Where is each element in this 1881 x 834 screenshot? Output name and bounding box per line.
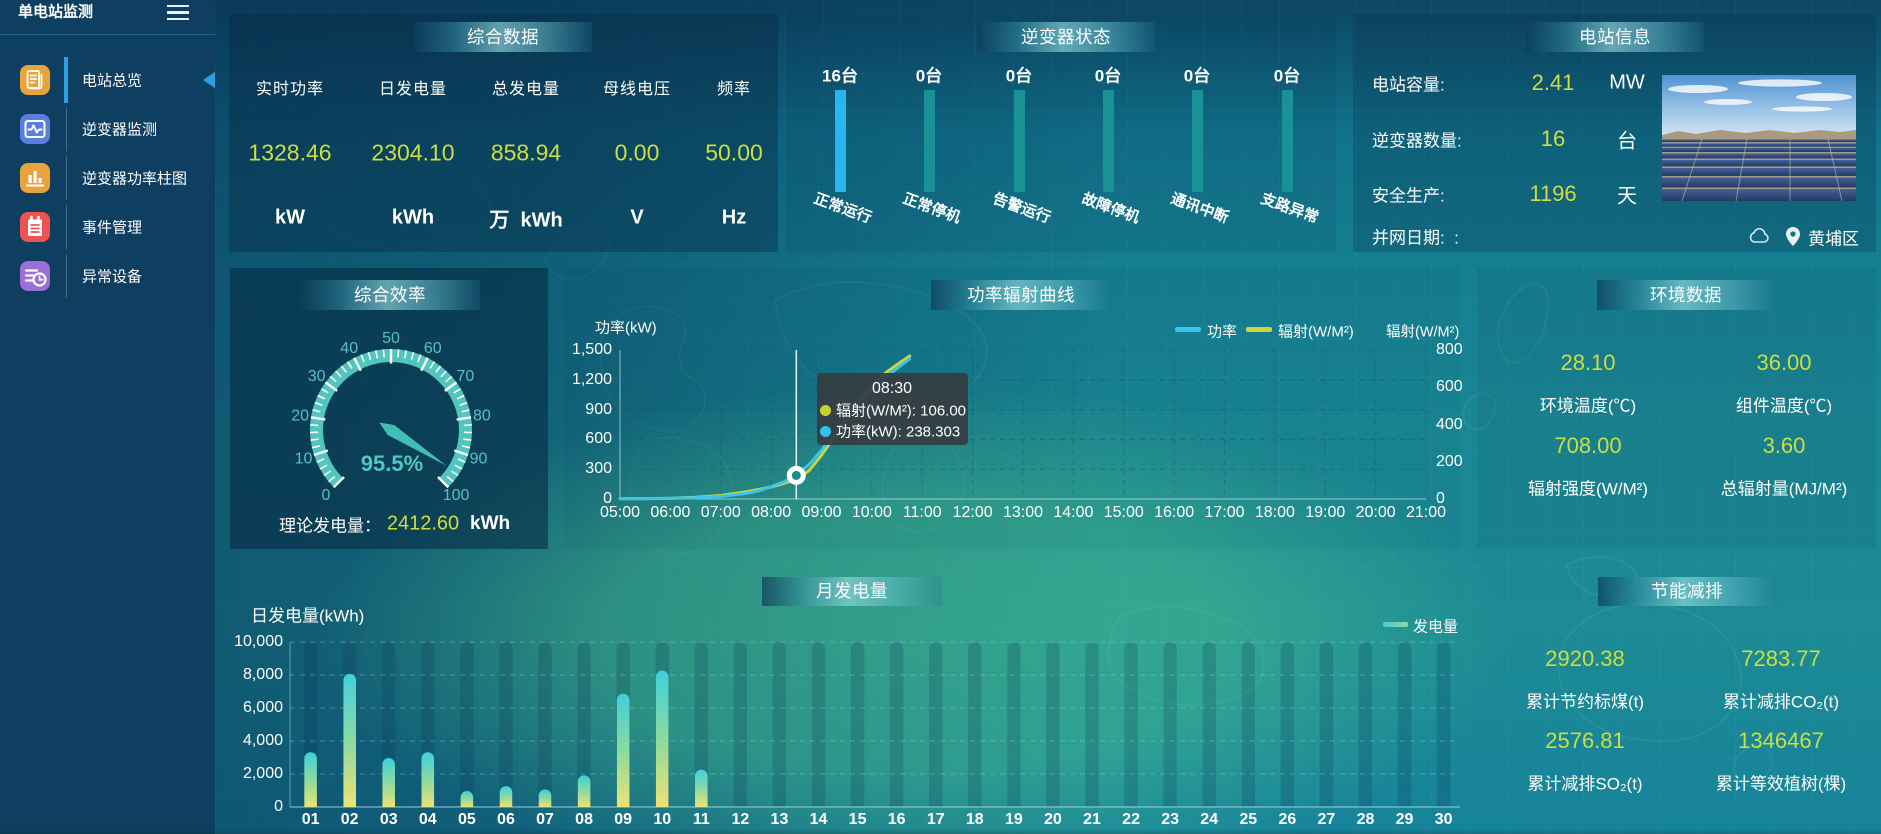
svg-text:50: 50 xyxy=(382,330,400,347)
svg-text:80: 80 xyxy=(473,408,491,425)
svg-text:90: 90 xyxy=(470,450,488,467)
svg-text:10: 10 xyxy=(295,450,313,467)
svg-text:0: 0 xyxy=(321,487,330,504)
svg-text:30: 30 xyxy=(308,368,326,385)
svg-text:20: 20 xyxy=(291,408,309,425)
svg-text:40: 40 xyxy=(340,340,358,357)
svg-text:100: 100 xyxy=(443,487,470,504)
svg-text:60: 60 xyxy=(424,340,442,357)
svg-text:70: 70 xyxy=(457,368,475,385)
